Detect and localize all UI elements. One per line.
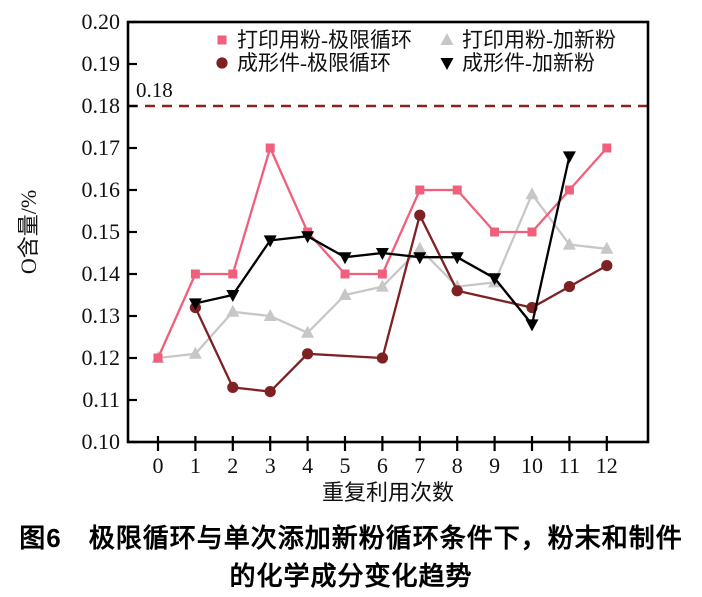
caption-line-1: 图6 极限循环与单次添加新粉循环条件下，粉末和制件 <box>19 523 683 553</box>
y-axis-title: O含量/% <box>16 190 41 274</box>
square-marker-icon <box>377 269 387 279</box>
square-marker-icon <box>190 269 200 279</box>
x-tick-label: 6 <box>377 453 388 478</box>
triangle-down-marker-icon <box>338 252 352 265</box>
series-formed-part-fresh-added <box>188 151 576 332</box>
series-line <box>194 211 608 393</box>
legend-label: 打印用粉-极限循环 <box>237 28 412 52</box>
x-tick-label: 1 <box>190 453 201 478</box>
y-tick-label: 0.19 <box>82 51 121 76</box>
triangle-down-marker-icon <box>226 290 240 302</box>
legend-item-formed-part-limit-cycle: 成形件-极限循环 <box>216 51 391 75</box>
x-tick-label: 5 <box>340 453 351 478</box>
triangle-up-marker-icon <box>263 309 277 321</box>
triangle-down-marker-icon <box>488 273 502 286</box>
x-tick-label: 7 <box>414 453 425 478</box>
circle-marker-icon <box>563 281 576 293</box>
y-tick-label: 0.20 <box>82 9 121 34</box>
y-tick-label: 0.13 <box>82 303 121 328</box>
x-tick-label: 4 <box>302 453 313 478</box>
legend-item-print-powder-fresh-added: 打印用粉-加新粉 <box>440 28 616 52</box>
circle-marker-icon <box>227 381 239 393</box>
triangle-down-marker-icon <box>562 151 576 164</box>
triangle-up-marker-icon <box>301 325 315 338</box>
square-marker-icon <box>602 143 612 153</box>
y-tick-label: 0.17 <box>82 135 121 160</box>
triangle-up-marker-icon <box>338 288 352 300</box>
triangle-down-marker-icon <box>188 298 202 311</box>
square-marker-icon <box>452 185 462 195</box>
x-tick-label: 2 <box>227 453 238 478</box>
triangle-down-marker-icon <box>301 231 315 244</box>
series-formed-part-limit-cycle <box>189 209 613 398</box>
figure-caption: 图6 极限循环与单次添加新粉循环条件下，粉末和制件 的化学成分变化趋势 <box>0 515 702 595</box>
circle-marker-icon <box>264 386 276 398</box>
caption-line-2: 的化学成分变化趋势 <box>229 561 473 591</box>
triangle-down-marker-icon <box>263 235 277 248</box>
reference-line-label: 0.18 <box>136 78 173 102</box>
y-axis: 0.10 0.11 0.12 0.13 0.14 0.15 0.16 0.17 0.18 0.19… <box>82 9 137 454</box>
legend-item-formed-part-fresh-added: 成形件-加新粉 <box>440 51 595 75</box>
y-tick-label: 0.14 <box>82 261 121 286</box>
triangle-up-marker-icon <box>562 237 576 250</box>
x-tick-label: 10 <box>521 453 543 478</box>
triangle-down-marker-icon <box>525 319 539 332</box>
square-marker-icon <box>527 227 537 237</box>
square-marker-icon <box>217 35 227 45</box>
triangle-down-marker-icon <box>413 252 427 265</box>
triangle-up-marker-icon <box>226 304 240 317</box>
y-tick-label: 0.11 <box>82 387 120 412</box>
chart-svg: 0.18 0.10 0.11 0.12 0.13 0.14 0.15 0.16 0.17 0.18… <box>16 9 650 505</box>
plot-border <box>126 20 650 444</box>
square-marker-icon <box>340 269 350 279</box>
square-marker-icon <box>564 185 574 195</box>
square-marker-icon <box>265 143 275 153</box>
y-tick-label: 0.18 <box>82 93 121 118</box>
square-marker-icon <box>228 269 238 279</box>
y-tick-label: 0.12 <box>82 345 121 370</box>
triangle-up-marker-icon <box>600 241 614 254</box>
circle-marker-icon <box>302 348 314 360</box>
triangle-down-marker-icon <box>440 58 454 70</box>
x-tick-label: 9 <box>489 453 500 478</box>
triangle-up-marker-icon <box>440 33 454 45</box>
legend-label: 成形件-加新粉 <box>462 51 595 75</box>
triangle-up-marker-icon <box>525 187 539 200</box>
x-tick-label: 11 <box>559 453 580 478</box>
square-marker-icon <box>415 185 425 195</box>
legend-item-print-powder-limit-cycle: 打印用粉-极限循环 <box>217 28 412 52</box>
square-marker-icon <box>490 227 500 237</box>
y-tick-label: 0.10 <box>82 429 121 454</box>
square-marker-icon <box>153 353 163 363</box>
circle-marker-icon <box>414 209 426 221</box>
x-tick-label: 3 <box>265 453 276 478</box>
y-tick-label: 0.16 <box>82 177 121 202</box>
x-axis-title: 重复利用次数 <box>322 480 454 505</box>
triangle-up-marker-icon <box>375 279 389 292</box>
triangle-up-marker-icon <box>188 346 202 359</box>
x-tick-label: 12 <box>596 453 618 478</box>
triangle-down-marker-icon <box>450 252 464 265</box>
legend-label: 成形件-极限循环 <box>237 51 391 75</box>
y-tick-label: 0.15 <box>82 219 121 244</box>
circle-marker-icon <box>216 57 228 69</box>
x-axis: 0 1 2 3 4 5 6 7 8 9 10 11 12 <box>153 436 618 478</box>
legend-label: 打印用粉-加新粉 <box>462 28 616 52</box>
x-tick-label: 0 <box>153 453 164 478</box>
circle-marker-icon <box>451 285 463 297</box>
x-tick-label: 8 <box>452 453 463 478</box>
circle-marker-icon <box>601 260 613 272</box>
triangle-up-marker-icon <box>413 241 427 254</box>
circle-marker-icon <box>376 352 388 364</box>
triangle-down-marker-icon <box>375 248 389 260</box>
